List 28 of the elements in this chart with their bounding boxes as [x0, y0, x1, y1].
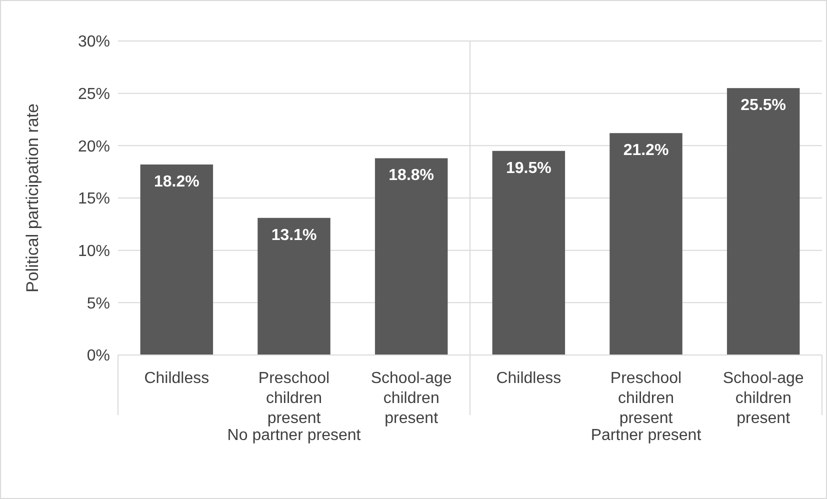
- text: No partner present: [227, 427, 362, 444]
- data-label: 25.5%: [740, 97, 786, 114]
- bar: [374, 158, 448, 355]
- text: Partner present: [590, 427, 702, 444]
- y-tick-label: 5%: [86, 295, 110, 312]
- x-tick-label: School-age children present: [722, 370, 804, 427]
- x-tick-label: Childless: [496, 370, 562, 387]
- y-tick-label: 25%: [78, 86, 110, 103]
- y-axis-title: Political participation rate: [23, 104, 42, 292]
- bar: [726, 88, 800, 355]
- data-label: 18.8%: [388, 167, 434, 184]
- bar: [492, 150, 566, 355]
- bar: [140, 164, 214, 355]
- data-label: 19.5%: [506, 160, 552, 177]
- x-tick-label: Preschool children present: [258, 370, 330, 427]
- data-label: 18.2%: [154, 174, 200, 191]
- y-tick-label: 0%: [86, 348, 110, 365]
- x-tick-label: Preschool children present: [610, 370, 682, 427]
- data-label: 21.2%: [623, 142, 669, 160]
- y-tick-label: 10%: [78, 242, 110, 260]
- bar: [258, 218, 330, 355]
- y-tick-label: 20%: [78, 138, 110, 156]
- y-tick-label: 15%: [78, 190, 110, 208]
- y-tick-label: 30%: [78, 34, 110, 51]
- data-label: 13.1%: [271, 226, 317, 244]
- bar: [610, 133, 682, 355]
- x-tick-label: Childless: [144, 370, 210, 387]
- x-tick-label: School-age children present: [370, 370, 452, 427]
